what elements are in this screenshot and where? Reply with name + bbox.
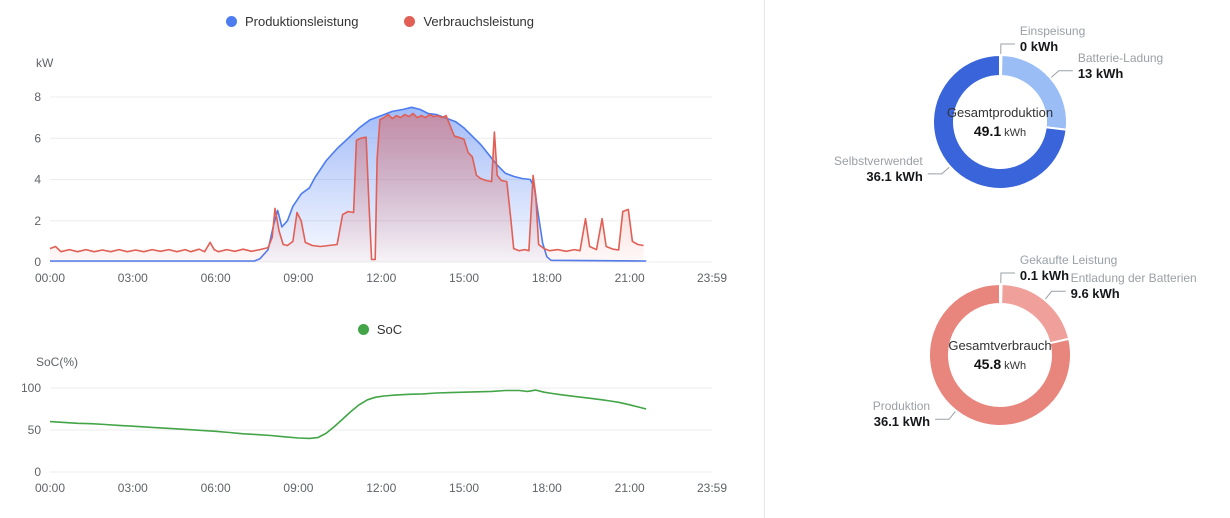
slice-selbstverwendet[interactable] xyxy=(932,53,1068,190)
y-axis-tick-labels: 0 50 100 xyxy=(21,381,41,479)
label-line-selbstverwendet xyxy=(927,166,950,175)
donut-label-entladung-der-batterien: Entladung der Batterien 9.6 kWh xyxy=(1070,271,1197,302)
x-axis-tick-labels: 00:00 03:00 06:00 09:00 12:00 15:00 18:00 21:00… xyxy=(35,271,727,285)
svg-text:09:00: 09:00 xyxy=(283,271,313,285)
donut-label-gekaufte-leistung: Gekaufte Leistung 0.1 kWh xyxy=(1019,253,1118,283)
svg-text:100: 100 xyxy=(21,381,41,395)
soc-legend-label: SoC xyxy=(376,322,403,337)
label-line-gekaufte-leistung xyxy=(1000,272,1015,284)
slice-produktion[interactable] xyxy=(928,282,1072,427)
consumption-breakdown-svg[interactable] xyxy=(766,240,1230,518)
y-axis-title: SoC(%) xyxy=(36,355,78,369)
svg-text:23:59: 23:59 xyxy=(697,271,727,285)
label-line-entladung-der-batterien xyxy=(1044,290,1066,300)
power-chart-legend: Produktionsleistung Verbrauchsleistung xyxy=(0,14,760,29)
production-legend-dot xyxy=(225,16,237,27)
donut-label-selbstverwendet: Selbstverwendet 36.1 kWh xyxy=(834,153,923,184)
svg-text:00:00: 00:00 xyxy=(35,271,65,285)
soc-line-chart-svg[interactable]: 0 50 100 SoC(%) 00:00 03:00 06:00 09:00 12:00 15:… xyxy=(0,350,760,510)
svg-text:09:00: 09:00 xyxy=(283,481,313,495)
svg-text:03:00: 03:00 xyxy=(118,271,148,285)
svg-text:03:00: 03:00 xyxy=(118,481,148,495)
consumption-legend-label: Verbrauchsleistung xyxy=(423,14,535,29)
soc-chart-legend: SoC xyxy=(0,322,760,337)
svg-text:0: 0 xyxy=(34,255,41,269)
production-donut-chart[interactable]: Gesamtproduktion 49.1 kWh Einspeisung 0 k… xyxy=(766,0,1230,240)
svg-text:12:00: 12:00 xyxy=(366,481,396,495)
svg-text:06:00: 06:00 xyxy=(201,271,231,285)
power-area-chart[interactable]: 0 2 4 6 8 kW 00:00 03:00 06:00 09:00 12:00 15:00 18:… xyxy=(0,45,760,300)
legend-item-soc[interactable]: SoC xyxy=(357,322,403,337)
svg-text:15:00: 15:00 xyxy=(449,481,479,495)
legend-item-produktionsleistung[interactable]: Produktionsleistung xyxy=(225,14,359,29)
consumption-total-value: 45.8 kWh xyxy=(973,356,1027,372)
donut-label-batterie-ladung: Batterie-Ladung 13 kWh xyxy=(1077,50,1164,81)
svg-text:0: 0 xyxy=(34,465,41,479)
label-line-batterie-ladung xyxy=(1050,70,1073,78)
consumption-legend-dot xyxy=(404,16,416,27)
svg-text:21:00: 21:00 xyxy=(615,271,645,285)
panel-divider xyxy=(764,0,765,518)
svg-text:6: 6 xyxy=(34,131,41,145)
verbrauchsleistung-line xyxy=(49,112,644,261)
soc-line xyxy=(49,389,647,440)
svg-text:18:00: 18:00 xyxy=(532,271,562,285)
gridlines xyxy=(50,387,712,473)
production-total-label: Gesamtproduktion xyxy=(946,105,1054,120)
svg-text:06:00: 06:00 xyxy=(201,481,231,495)
y-axis-title: kW xyxy=(36,56,54,70)
produktionsleistung-line xyxy=(50,106,647,262)
x-axis-tick-labels: 00:00 03:00 06:00 09:00 12:00 15:00 18:00 21:00… xyxy=(35,481,727,495)
svg-text:4: 4 xyxy=(34,173,41,187)
production-breakdown-svg[interactable] xyxy=(766,0,1230,240)
svg-text:00:00: 00:00 xyxy=(35,481,65,495)
svg-text:8: 8 xyxy=(34,90,41,104)
label-line-einspeisung xyxy=(1000,43,1015,55)
label-line-produktion xyxy=(935,411,956,420)
svg-text:23:59: 23:59 xyxy=(697,481,727,495)
donut-label-einspeisung: Einspeisung 0 kWh xyxy=(1019,24,1086,54)
production-total-value: 49.1 kWh xyxy=(973,123,1027,139)
svg-text:12:00: 12:00 xyxy=(366,271,396,285)
svg-text:2: 2 xyxy=(34,214,41,228)
donut-label-produktion: Produktion 36.1 kWh xyxy=(872,399,931,430)
power-area-chart-svg[interactable]: 0 2 4 6 8 kW 00:00 03:00 06:00 09:00 12:00 15:00 18:… xyxy=(0,45,760,300)
soc-line-chart[interactable]: 0 50 100 SoC(%) 00:00 03:00 06:00 09:00 12:00 15:… xyxy=(0,350,760,510)
svg-text:15:00: 15:00 xyxy=(449,271,479,285)
soc-legend-dot xyxy=(357,324,369,335)
production-donut-center: Gesamtproduktion 49.1 kWh xyxy=(947,105,1053,139)
y-axis-tick-labels: 0 2 4 6 8 xyxy=(34,90,41,269)
svg-text:21:00: 21:00 xyxy=(615,481,645,495)
consumption-donut-chart[interactable]: Gesamtverbrauch 45.8 kWh Gekaufte Leistun… xyxy=(766,240,1230,518)
consumption-total-label: Gesamtverbrauch xyxy=(948,338,1052,353)
slice-entladung-der-batterien[interactable] xyxy=(1000,282,1071,345)
svg-text:18:00: 18:00 xyxy=(532,481,562,495)
svg-text:50: 50 xyxy=(28,423,42,437)
legend-item-verbrauchsleistung[interactable]: Verbrauchsleistung xyxy=(404,14,534,29)
production-legend-label: Produktionsleistung xyxy=(244,14,359,29)
consumption-donut-center: Gesamtverbrauch 45.8 kWh xyxy=(948,338,1051,372)
